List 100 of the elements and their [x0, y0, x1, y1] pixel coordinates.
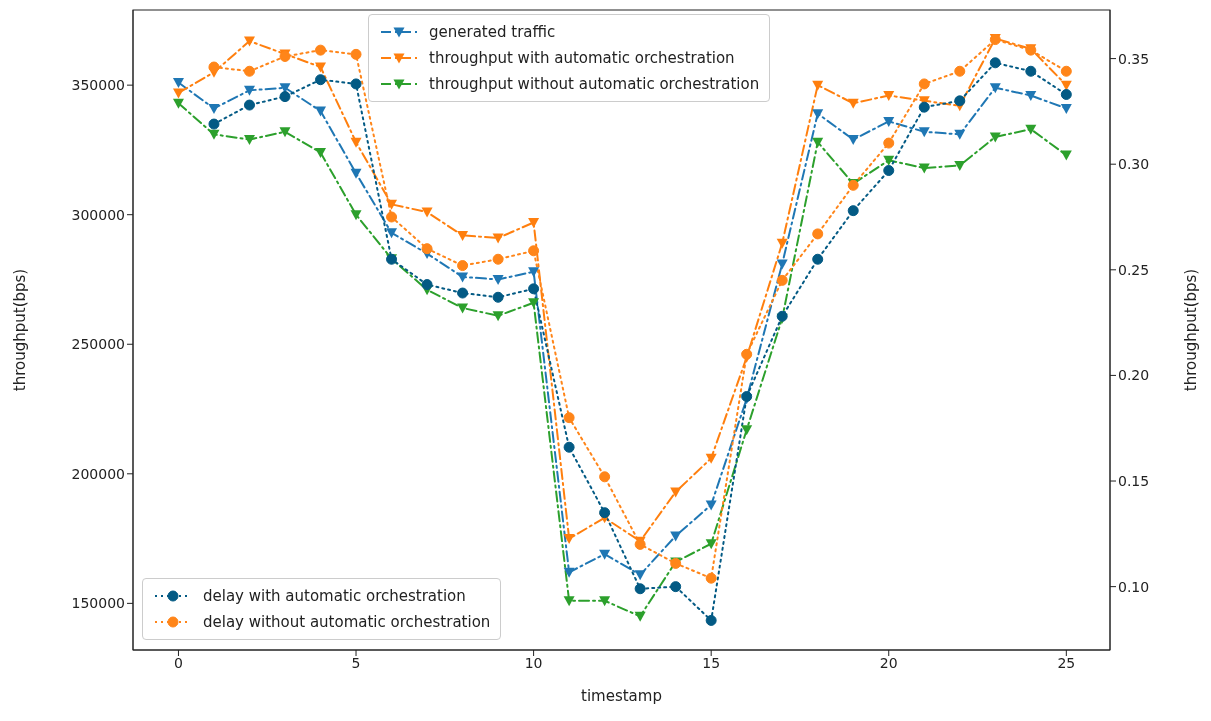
y2-axis-title: throughput(bps) [1182, 268, 1201, 392]
point [634, 583, 646, 595]
x-tick-label: 0 [174, 654, 183, 671]
point [918, 163, 930, 174]
point [243, 85, 255, 96]
point [1025, 65, 1037, 77]
legend-label: generated traffic [429, 23, 556, 41]
point [172, 88, 184, 99]
y-tick-label: 300000 [71, 206, 125, 223]
y-axis-title: throughput(bps) [11, 268, 30, 392]
point [883, 155, 895, 166]
point [989, 83, 1001, 94]
point [599, 549, 611, 560]
point [350, 210, 362, 221]
point [563, 567, 575, 578]
point [670, 531, 682, 542]
point [563, 534, 575, 545]
x-tick-label: 15 [702, 654, 721, 671]
point [172, 78, 184, 89]
point [1060, 80, 1072, 91]
point [457, 272, 469, 283]
y-tick-label: 200000 [71, 465, 125, 482]
point [279, 127, 291, 138]
y2-tick-label: 0.15 [1118, 472, 1150, 489]
point [1060, 88, 1072, 100]
point [528, 298, 540, 309]
point [563, 441, 575, 453]
y-tick-label: 350000 [71, 77, 125, 94]
y2-tick-label: 0.20 [1118, 367, 1150, 384]
point [315, 74, 327, 86]
point [599, 471, 611, 483]
point [386, 211, 398, 223]
point [634, 570, 646, 581]
x-tick-label: 10 [524, 654, 543, 671]
point [847, 98, 859, 109]
point [1025, 124, 1037, 135]
point [563, 412, 575, 424]
point [812, 253, 824, 265]
x-axis-title: timestamp [581, 687, 662, 705]
point [883, 116, 895, 127]
point [776, 259, 788, 270]
point [989, 132, 1001, 143]
x-tick-label: 20 [879, 654, 898, 671]
point [528, 267, 540, 278]
point [421, 207, 433, 218]
point [492, 274, 504, 285]
point [243, 135, 255, 146]
point [741, 425, 753, 436]
point [457, 287, 469, 299]
point [172, 98, 184, 109]
x-tick-label: 5 [351, 654, 361, 671]
point [563, 596, 575, 607]
point [918, 78, 930, 90]
point [492, 291, 504, 303]
legend-label: throughput without automatic orchestration [429, 75, 760, 93]
point [954, 129, 966, 140]
point [918, 101, 930, 113]
point [350, 78, 362, 90]
y-tick-label: 150000 [71, 595, 125, 612]
point [670, 581, 682, 593]
point [883, 165, 895, 177]
y2-tick-label: 0.10 [1118, 578, 1150, 595]
point [350, 137, 362, 148]
point [492, 253, 504, 265]
point [989, 57, 1001, 69]
y2-tick-label: 0.25 [1118, 261, 1150, 278]
point [812, 137, 824, 148]
point [741, 348, 753, 360]
point [705, 453, 717, 464]
point [705, 500, 717, 511]
point [421, 279, 433, 291]
point [208, 61, 220, 73]
point [208, 129, 220, 140]
legend-label: throughput with automatic orchestration [429, 49, 735, 67]
point [883, 137, 895, 149]
point [954, 160, 966, 171]
point [421, 243, 433, 255]
point [812, 109, 824, 120]
point [386, 228, 398, 239]
point [812, 80, 824, 91]
point [776, 274, 788, 286]
point [208, 118, 220, 130]
point [492, 311, 504, 322]
point [315, 148, 327, 159]
point [1025, 91, 1037, 102]
point [350, 168, 362, 179]
point [457, 260, 469, 272]
point [847, 205, 859, 217]
point [705, 539, 717, 550]
point [528, 245, 540, 257]
point [705, 572, 717, 584]
y-tick-label: 250000 [71, 336, 125, 353]
point [812, 228, 824, 240]
point [883, 91, 895, 102]
point [315, 106, 327, 117]
point [954, 65, 966, 77]
legend-label: delay with automatic orchestration [203, 587, 466, 605]
point [599, 596, 611, 607]
point [528, 283, 540, 295]
legend-label: delay without automatic orchestration [203, 613, 491, 631]
